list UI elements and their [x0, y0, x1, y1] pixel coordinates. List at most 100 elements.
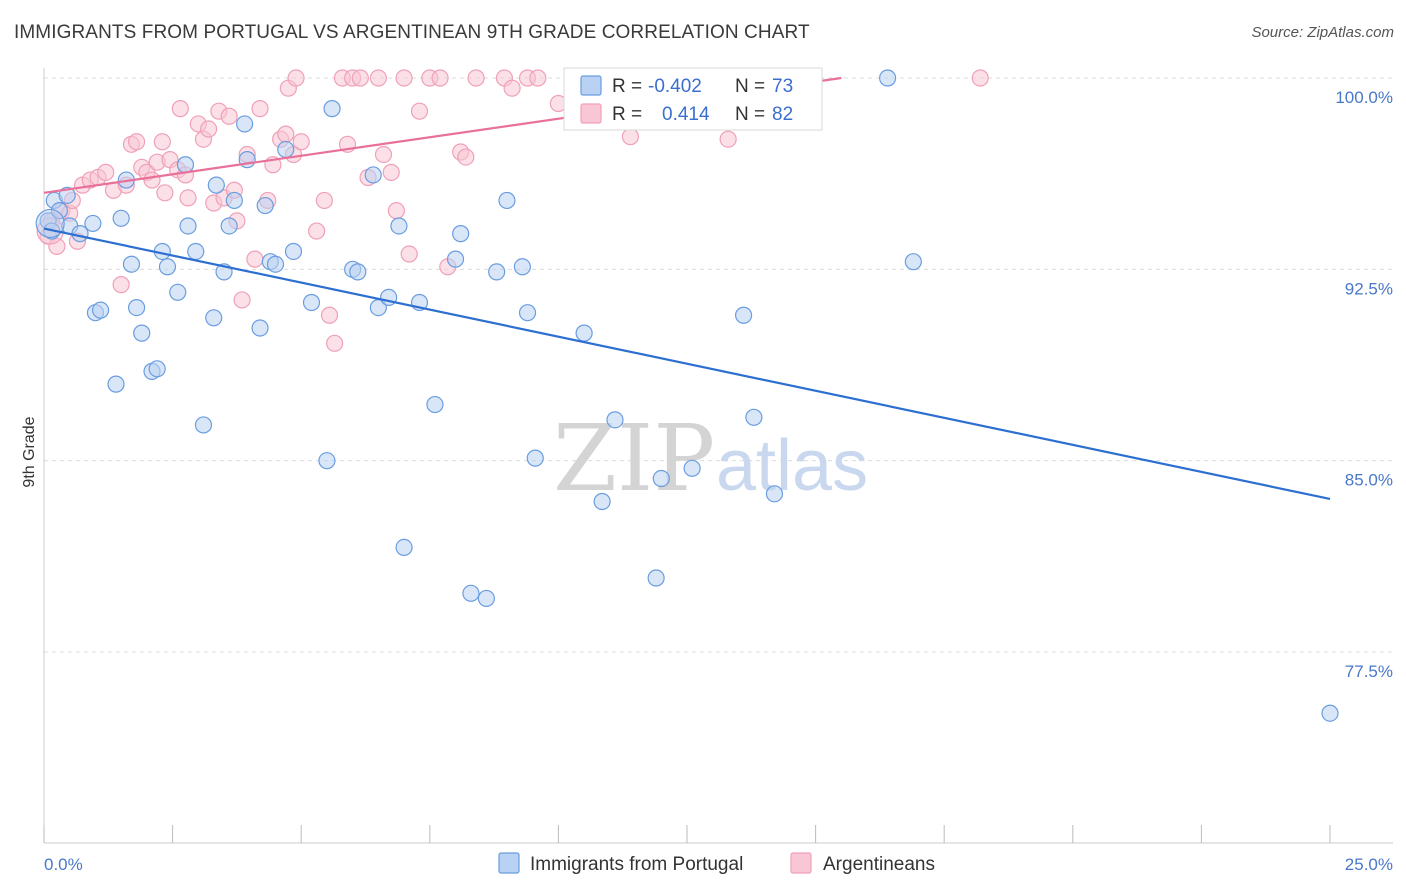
portugal-point-33	[256, 196, 274, 215]
portugal-point-26	[207, 176, 225, 194]
argentinean-point-63	[410, 102, 429, 120]
portugal-point-32	[251, 319, 269, 337]
legend-r-label-pink: R =	[612, 104, 642, 125]
y-tick-label-3: 77.5%	[1345, 662, 1393, 681]
portugal-point-70	[879, 69, 897, 87]
y-tick-label-1: 92.5%	[1345, 279, 1393, 298]
argentinean-point-59	[382, 163, 400, 181]
argentinean-point-65	[431, 69, 449, 87]
portugal-point-22	[179, 217, 197, 235]
portugal-point-52	[462, 584, 480, 602]
watermark: ZIP atlas	[553, 405, 868, 512]
series-argentineans-points	[36, 69, 989, 352]
portugal-point-15	[133, 324, 151, 342]
portugal-point-14	[127, 299, 146, 317]
series-portugal-points	[35, 69, 1339, 722]
argentinean-point-10	[97, 163, 115, 181]
legend-swatch-blue	[580, 75, 602, 96]
portugal-point-35	[266, 255, 285, 273]
portugal-point-17	[148, 360, 166, 378]
portugal-point-3	[50, 202, 69, 220]
argentinean-point-68	[457, 148, 475, 166]
watermark-atlas: atlas	[716, 426, 868, 506]
argentinean-point-39	[251, 100, 269, 118]
watermark-zip: ZIP	[553, 405, 715, 512]
portugal-point-37	[284, 242, 303, 261]
legend-n-label-pink: N =	[735, 104, 765, 125]
argentinean-point-36	[233, 291, 251, 309]
y-axis-label: 9th Grade	[21, 416, 38, 487]
legend-swatch-portugal	[498, 852, 520, 874]
argentinean-point-20	[153, 133, 171, 151]
argentinean-point-71	[503, 79, 521, 97]
legend-label-argentineans: Argentineans	[823, 854, 935, 875]
portugal-point-24	[194, 416, 213, 434]
legend-label-portugal: Immigrants from Portugal	[530, 854, 743, 875]
portugal-trend-line	[43, 227, 1331, 501]
argentinean-point-62	[400, 245, 418, 263]
argentinean-point-81	[971, 69, 989, 87]
argentinean-point-69	[467, 69, 485, 87]
chart-title: IMMIGRANTS FROM PORTUGAL VS ARGENTINEAN …	[14, 22, 810, 43]
portugal-point-54	[488, 263, 506, 281]
x-tick-label-max: 25.0%	[1345, 855, 1393, 874]
legend-swatch-pink	[580, 103, 602, 124]
argentinean-point-49	[315, 191, 333, 210]
axes	[43, 68, 1393, 844]
portugal-point-57	[518, 304, 537, 322]
portugal-point-67	[745, 408, 763, 426]
legend-n-label-blue: N =	[735, 76, 765, 97]
portugal-point-30	[236, 115, 254, 133]
portugal-point-42	[349, 263, 367, 281]
portugal-point-68	[765, 485, 784, 503]
argentinean-point-51	[326, 334, 344, 352]
portugal-point-7	[84, 214, 102, 233]
legend-box	[563, 67, 823, 131]
argentinean-point-24	[171, 100, 189, 118]
portugal-point-50	[446, 250, 465, 268]
argentinean-point-2	[48, 237, 66, 255]
argentinean-point-43	[277, 125, 295, 143]
portugal-point-43	[364, 166, 382, 184]
argentinean-point-58	[374, 145, 393, 164]
legend-r-value-pink: 0.414	[662, 104, 710, 125]
argentinean-point-38	[246, 250, 264, 268]
portugal-point-62	[606, 411, 624, 429]
argentinean-point-50	[320, 306, 339, 324]
argentinean-point-29	[200, 120, 218, 138]
y-tick-label-2: 85.0%	[1345, 471, 1393, 490]
portugal-point-72	[1321, 704, 1339, 722]
argentinean-point-57	[369, 69, 387, 87]
portugal-point-19	[158, 258, 177, 276]
legend-r-label-blue: R =	[612, 76, 642, 97]
portugal-point-66	[734, 306, 753, 324]
portugal-point-56	[513, 258, 531, 276]
portugal-point-47	[395, 538, 413, 557]
x-tick-labels: 0.0% 25.0%	[44, 855, 1393, 874]
argentinean-point-47	[292, 133, 310, 151]
portugal-point-20	[169, 283, 187, 301]
argentinean-point-26	[179, 189, 197, 207]
argentinean-point-48	[308, 222, 326, 240]
legend-swatch-argentineans	[790, 852, 812, 874]
portugal-point-36	[277, 140, 295, 159]
portugal-point-29	[225, 191, 243, 210]
portugal-point-53	[477, 589, 495, 608]
portugal-point-4	[58, 186, 76, 204]
legend-n-value-pink: 82	[772, 104, 793, 125]
portugal-point-9	[91, 301, 110, 319]
portugal-point-39	[318, 452, 336, 470]
portugal-point-46	[390, 217, 408, 235]
portugal-point-23	[187, 242, 205, 261]
argentinean-point-33	[220, 107, 238, 125]
portugal-point-28	[220, 217, 238, 235]
correlation-legend: R = -0.402 N = 73 R = 0.414 N = 82	[563, 67, 823, 131]
argentinean-point-77	[621, 128, 640, 146]
x-tick-label-min: 0.0%	[44, 855, 83, 874]
portugal-point-21	[176, 156, 195, 174]
legend-n-value-blue: 73	[772, 76, 793, 97]
argentinean-point-55	[351, 69, 369, 87]
y-tick-label-0: 100.0%	[1335, 88, 1393, 107]
portugal-point-58	[526, 449, 544, 467]
